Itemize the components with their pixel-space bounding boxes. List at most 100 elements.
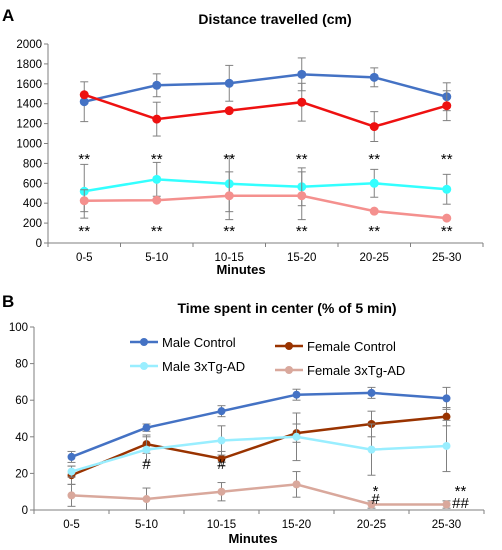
data-point xyxy=(442,184,452,194)
x-tick-label: 25-30 xyxy=(432,519,461,531)
chart-b-title: Time spent in center (% of 5 min) xyxy=(177,300,396,316)
significance-marker: ** xyxy=(151,223,163,240)
chart-a-x-ticks: 0-5 5-10 10-15 15-20 20-25 25-30 xyxy=(47,243,484,264)
significance-marker: ** xyxy=(151,151,163,168)
chart-a-annotations: ** ** ** ** ** ** ** ** ** ** ** ** xyxy=(78,151,452,240)
x-tick-label: 0-5 xyxy=(63,519,80,531)
data-point xyxy=(152,80,162,90)
x-tick-label: 10-15 xyxy=(207,519,236,531)
y-tick-label: 1000 xyxy=(16,139,42,151)
data-point xyxy=(142,495,151,504)
data-point xyxy=(217,407,226,416)
panel-label-b: B xyxy=(2,292,14,311)
data-point xyxy=(367,500,376,509)
significance-marker: # xyxy=(217,456,226,473)
x-tick-label: 0-5 xyxy=(76,252,93,264)
data-point xyxy=(217,436,226,445)
series-2 xyxy=(79,82,452,143)
legend-swatch-marker xyxy=(140,362,148,370)
data-point xyxy=(442,412,451,421)
series-2 xyxy=(67,407,451,485)
y-tick-label: 1200 xyxy=(16,119,42,131)
y-tick-label: 200 xyxy=(23,218,42,230)
data-point xyxy=(442,213,452,223)
series-line xyxy=(71,415,447,477)
legend-item: Female Control xyxy=(275,339,396,354)
chart-b-y-ticks: 0 20 40 60 80 100 xyxy=(9,322,34,517)
data-point xyxy=(369,206,379,216)
significance-marker: ** xyxy=(368,223,380,240)
y-tick-label: 0 xyxy=(22,505,28,517)
chart-a: A Distance travelled (cm) 0 200 400 600 800 1… xyxy=(2,6,484,277)
legend-item: Male 3xTg-AD xyxy=(130,359,245,374)
data-point xyxy=(369,72,379,82)
x-tick-label: 20-25 xyxy=(360,252,389,264)
legend-swatch-marker xyxy=(285,366,293,374)
data-point xyxy=(224,78,234,88)
series-3 xyxy=(67,412,451,478)
legend-swatch-marker xyxy=(285,342,293,350)
data-point xyxy=(367,445,376,454)
chart-b: B Time spent in center (% of 5 min) 0 20 4… xyxy=(2,292,485,546)
x-tick-label: 15-20 xyxy=(287,252,316,264)
legend-label: Male 3xTg-AD xyxy=(162,359,245,374)
series-line xyxy=(71,391,447,459)
significance-marker: ** xyxy=(441,151,453,168)
y-tick-label: 800 xyxy=(23,158,42,170)
y-tick-label: 1400 xyxy=(16,99,42,111)
chart-a-series xyxy=(79,57,452,223)
series-line xyxy=(84,194,447,220)
y-tick-label: 40 xyxy=(15,432,28,444)
chart-b-series xyxy=(67,386,451,511)
legend-label: Female Control xyxy=(307,339,396,354)
chart-a-title: Distance travelled (cm) xyxy=(198,11,351,27)
y-tick-label: 1800 xyxy=(16,59,42,71)
data-point xyxy=(142,445,151,454)
data-point xyxy=(297,97,307,107)
series-line xyxy=(83,73,448,103)
data-point xyxy=(217,454,226,463)
data-point xyxy=(152,114,162,124)
legend-label: Female 3xTg-AD xyxy=(307,363,405,378)
significance-marker: ** xyxy=(296,151,308,168)
legend-label: Male Control xyxy=(162,335,236,350)
series-4 xyxy=(79,171,452,223)
data-point xyxy=(67,491,76,500)
data-point xyxy=(297,69,307,79)
y-tick-label: 600 xyxy=(23,178,42,190)
data-point xyxy=(79,90,89,100)
y-tick-label: 100 xyxy=(9,322,28,334)
data-point xyxy=(67,467,76,476)
data-point xyxy=(67,452,76,461)
significance-marker: * xyxy=(373,483,379,500)
legend-swatch-marker xyxy=(140,338,148,346)
significance-marker: ** xyxy=(455,483,467,500)
significance-marker: ** xyxy=(78,223,90,240)
data-point xyxy=(79,97,89,107)
data-point xyxy=(152,174,162,184)
x-tick-label: 15-20 xyxy=(282,519,311,531)
data-point xyxy=(79,196,89,206)
data-point xyxy=(297,191,307,201)
y-tick-label: 0 xyxy=(36,238,42,250)
x-tick-label: 5-10 xyxy=(145,252,168,264)
series-4 xyxy=(67,471,451,511)
y-tick-label: 2000 xyxy=(16,39,42,51)
data-point xyxy=(442,500,451,509)
x-tick-label: 25-30 xyxy=(432,252,461,264)
data-point xyxy=(292,480,301,489)
legend-item: Female 3xTg-AD xyxy=(275,363,405,378)
y-tick-label: 400 xyxy=(23,198,42,210)
data-point xyxy=(224,191,234,201)
chart-b-x-ticks: 0-5 5-10 10-15 15-20 20-25 25-30 xyxy=(33,510,485,531)
significance-marker: ** xyxy=(223,151,235,168)
data-point xyxy=(152,195,162,205)
significance-marker: ## xyxy=(452,495,469,512)
data-point xyxy=(442,441,451,450)
series-line xyxy=(71,435,447,473)
chart-a-x-label: Minutes xyxy=(216,262,265,277)
data-point xyxy=(442,101,452,111)
significance-marker: # xyxy=(371,491,380,508)
series-1 xyxy=(79,57,452,123)
data-point xyxy=(442,394,451,403)
